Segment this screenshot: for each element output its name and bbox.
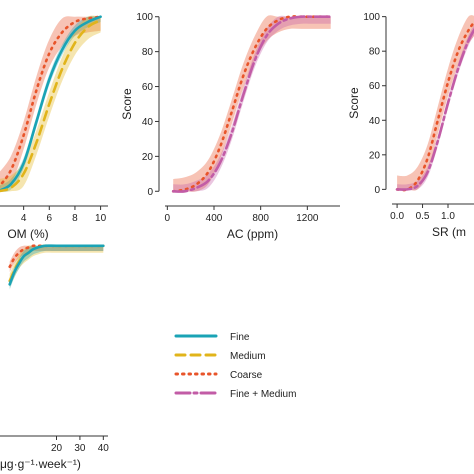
x-tick-label: 1200 bbox=[296, 213, 319, 224]
x-axis-label: μg·g⁻¹·week⁻¹) bbox=[0, 457, 81, 471]
legend-label-fine: Fine bbox=[230, 332, 250, 343]
y-tick-label: 80 bbox=[142, 47, 154, 58]
x-tick-label: 10 bbox=[95, 213, 107, 224]
x-tick-label: 30 bbox=[74, 443, 86, 454]
series-line-medium bbox=[0, 18, 102, 193]
x-tick-label: 0.0 bbox=[390, 211, 404, 222]
x-tick-label: 6 bbox=[47, 213, 53, 224]
y-tick-label: 0 bbox=[147, 187, 153, 198]
y-tick-label: 0 bbox=[374, 185, 380, 196]
y-tick-label: 20 bbox=[369, 150, 381, 161]
x-tick-label: 0.5 bbox=[416, 211, 430, 222]
series-line-fine_medium bbox=[395, 27, 474, 191]
series-line-fine bbox=[8, 244, 105, 286]
legend-label-coarse: Coarse bbox=[230, 370, 263, 381]
x-tick-label: 4 bbox=[21, 213, 27, 224]
x-tick-label: 8 bbox=[72, 213, 78, 224]
confidence-band-fine_medium bbox=[397, 25, 474, 191]
x-axis-label: OM (%) bbox=[7, 227, 48, 241]
confidence-band-medium bbox=[9, 245, 104, 288]
panel-sr: 0.0 0.5 1.0 0 20 40 60 80 100 Score SR (m bbox=[347, 12, 474, 239]
confidence-band-fine bbox=[9, 245, 104, 290]
x-tick-label: 40 bbox=[98, 443, 110, 454]
x-tick-label: 20 bbox=[51, 443, 63, 454]
series-line-coarse bbox=[8, 244, 105, 269]
series-line-coarse bbox=[0, 15, 102, 188]
legend-label-medium: Medium bbox=[230, 351, 266, 362]
x-tick-label: 0 bbox=[165, 213, 171, 224]
y-tick-label: 80 bbox=[369, 47, 381, 58]
x-axis-label: AC (ppm) bbox=[227, 227, 278, 241]
x-tick-label: 1.0 bbox=[441, 211, 455, 222]
y-tick-label: 100 bbox=[363, 12, 380, 23]
x-tick-label: 800 bbox=[252, 213, 269, 224]
series-line-fine bbox=[0, 15, 102, 192]
legend-label-fine_medium: Fine + Medium bbox=[230, 389, 296, 400]
y-tick-label: 60 bbox=[369, 81, 381, 92]
y-axis-label: Score bbox=[347, 87, 361, 119]
x-axis-label: SR (m bbox=[432, 225, 466, 239]
series-line-fine_medium bbox=[171, 15, 332, 193]
legend: Fine Medium Coarse Fine + Medium bbox=[174, 332, 296, 400]
y-axis-label: Score bbox=[120, 88, 134, 120]
y-tick-label: 60 bbox=[142, 82, 154, 93]
x-tick-label: 400 bbox=[206, 213, 223, 224]
panel-ac: 0 400 800 1200 0 20 40 60 80 100 Score AC (ppm) bbox=[120, 12, 340, 241]
panel-resp: 20 30 40 μg·g⁻¹·week⁻¹) bbox=[0, 244, 110, 471]
panel-om: 4 6 8 10 OM (%) bbox=[0, 15, 108, 241]
y-tick-label: 40 bbox=[369, 116, 381, 127]
y-tick-label: 20 bbox=[142, 152, 154, 163]
confidence-band-coarse bbox=[9, 245, 104, 273]
confidence-band-coarse bbox=[173, 15, 331, 192]
y-tick-label: 100 bbox=[136, 12, 153, 23]
y-tick-label: 40 bbox=[142, 117, 154, 128]
